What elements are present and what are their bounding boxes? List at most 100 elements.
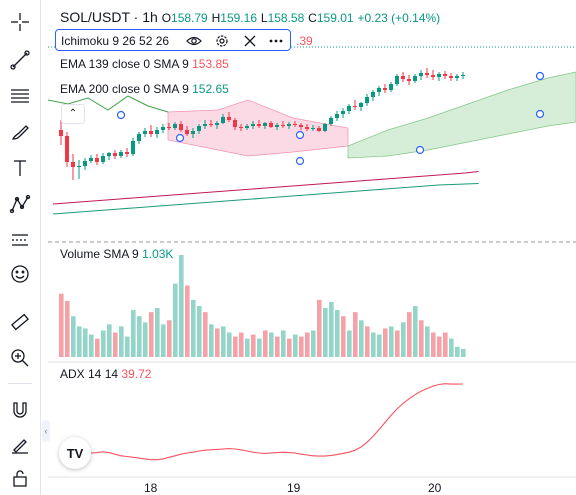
candle-body bbox=[77, 166, 81, 167]
ema139-value: 153.85 bbox=[192, 57, 229, 71]
volume-bar bbox=[305, 332, 310, 357]
candle-body bbox=[167, 127, 171, 128]
price-chart[interactable] bbox=[48, 0, 576, 495]
candle-body bbox=[71, 162, 75, 167]
candle-body bbox=[203, 124, 207, 126]
brush-icon[interactable] bbox=[6, 118, 34, 146]
candle-body bbox=[275, 125, 279, 127]
ema139-label: EMA 139 close 0 SMA 9 bbox=[60, 57, 189, 71]
drawing-anchor bbox=[295, 156, 305, 166]
high-value: 159.16 bbox=[220, 11, 257, 25]
candle-body bbox=[185, 130, 189, 134]
candle-body bbox=[191, 131, 195, 134]
candle-body bbox=[413, 76, 417, 81]
collapse-legend-button[interactable]: ⌃ bbox=[61, 104, 85, 124]
volume-bar bbox=[317, 299, 322, 357]
volume-bar bbox=[209, 324, 214, 357]
volume-legend[interactable]: Volume SMA 9 1.03K bbox=[60, 247, 173, 261]
volume-bar bbox=[155, 308, 160, 357]
candle-body bbox=[251, 124, 255, 126]
candle-body bbox=[257, 124, 261, 126]
volume-bar bbox=[173, 283, 178, 357]
candle-body bbox=[377, 88, 381, 92]
settings-icon[interactable] bbox=[214, 33, 230, 49]
ema139-legend[interactable]: EMA 139 close 0 SMA 9 153.85 bbox=[60, 57, 229, 71]
toolbar-separator bbox=[8, 383, 32, 384]
trend-line-icon[interactable] bbox=[6, 46, 34, 74]
volume-bar bbox=[119, 326, 124, 357]
volume-bar bbox=[287, 338, 292, 357]
adx-line bbox=[60, 383, 464, 461]
volume-bar bbox=[269, 332, 274, 357]
drawing-anchor bbox=[116, 110, 126, 120]
candle-body bbox=[197, 126, 201, 131]
volume-bar bbox=[239, 332, 244, 357]
volume-bar bbox=[185, 285, 190, 357]
volume-bar bbox=[419, 320, 424, 357]
volume-label: Volume SMA 9 bbox=[60, 247, 139, 261]
volume-bar bbox=[455, 346, 460, 357]
pattern-icon[interactable] bbox=[6, 190, 34, 218]
candle-body bbox=[113, 153, 117, 156]
volume-bar bbox=[83, 328, 88, 357]
candle-body bbox=[239, 127, 243, 128]
zoom-in-icon[interactable] bbox=[6, 344, 34, 372]
ichimoku-legend[interactable]: Ichimoku 9 26 52 26 bbox=[55, 29, 291, 51]
drawing-anchor bbox=[535, 71, 545, 81]
volume-bar bbox=[89, 334, 94, 357]
candle-body bbox=[143, 131, 147, 134]
volume-bar bbox=[71, 316, 76, 357]
volume-bar bbox=[311, 330, 316, 357]
candle-body bbox=[179, 124, 183, 130]
candle-body bbox=[233, 120, 237, 127]
candle-body bbox=[83, 161, 87, 166]
candle-body bbox=[119, 152, 123, 156]
candle-body bbox=[365, 97, 369, 103]
drawing-anchor bbox=[415, 145, 425, 155]
adx-legend[interactable]: ADX 14 14 39.72 bbox=[60, 367, 151, 381]
magnet-icon[interactable] bbox=[6, 396, 34, 424]
volume-bar bbox=[143, 322, 148, 357]
volume-bar bbox=[425, 326, 430, 357]
lock-icon[interactable] bbox=[6, 464, 34, 492]
candle-body bbox=[269, 123, 273, 127]
candle-body bbox=[131, 141, 135, 154]
close-icon[interactable] bbox=[242, 33, 258, 49]
ema200-legend[interactable]: EMA 200 close 0 SMA 9 152.65 bbox=[60, 82, 229, 96]
emoji-icon[interactable] bbox=[6, 260, 34, 288]
candle-body bbox=[371, 92, 375, 97]
candle-body bbox=[449, 76, 453, 78]
text-icon[interactable] bbox=[6, 154, 34, 182]
ema200-value: 152.65 bbox=[192, 82, 229, 96]
candle-body bbox=[317, 128, 321, 131]
toolbar-collapse-handle[interactable]: ‹ bbox=[42, 420, 50, 442]
tradingview-logo[interactable]: TV bbox=[59, 437, 91, 469]
x-axis-label: 18 bbox=[144, 481, 158, 495]
forecast-icon[interactable] bbox=[6, 226, 34, 254]
close-value: 159.01 bbox=[316, 11, 354, 25]
volume-bar bbox=[257, 338, 262, 357]
ichimoku-cloud-bullish bbox=[347, 71, 576, 159]
volume-bar bbox=[101, 330, 106, 357]
more-icon[interactable] bbox=[268, 33, 284, 49]
fib-icon[interactable] bbox=[6, 82, 34, 110]
volume-bar bbox=[341, 316, 346, 357]
volume-bar bbox=[431, 332, 436, 357]
volume-bar bbox=[137, 316, 142, 357]
candle-body bbox=[431, 75, 435, 77]
eye-icon[interactable] bbox=[186, 33, 202, 49]
volume-bar bbox=[221, 326, 226, 357]
volume-bar bbox=[149, 312, 154, 357]
ruler-icon[interactable] bbox=[6, 308, 34, 336]
volume-bar bbox=[335, 310, 340, 357]
candle-body bbox=[125, 152, 129, 154]
crosshair-icon[interactable] bbox=[6, 8, 34, 36]
volume-value: 1.03K bbox=[142, 247, 174, 261]
lock-edit-icon[interactable] bbox=[6, 430, 34, 458]
volume-bar bbox=[65, 300, 70, 357]
candle-body bbox=[443, 74, 447, 76]
candle-body bbox=[395, 76, 399, 84]
candle-body bbox=[353, 106, 357, 107]
volume-bar bbox=[263, 330, 268, 357]
volume-bar bbox=[197, 306, 202, 357]
